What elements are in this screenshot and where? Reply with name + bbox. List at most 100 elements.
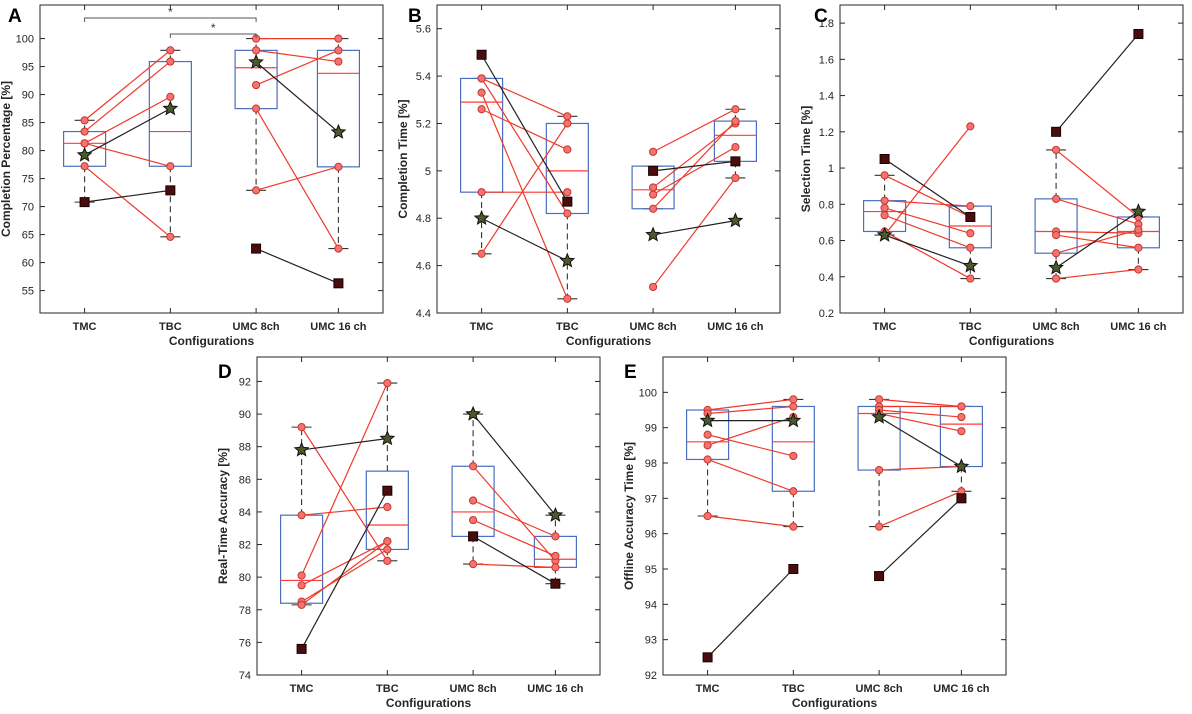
square-marker bbox=[165, 185, 176, 196]
star-marker bbox=[465, 405, 481, 421]
square-marker bbox=[296, 643, 307, 654]
y-axis-label: Real-Time Accuracy [%] bbox=[216, 448, 230, 584]
x-tick-label: TMC bbox=[290, 683, 314, 695]
panel-e-offline-accuracy-time: E 92 93 94 95 96 97 98 99 100 TMC TBC UMC 8ch UMC 16 … bbox=[622, 356, 1007, 710]
y-tick-label: 84 bbox=[239, 507, 251, 519]
subject-point bbox=[563, 188, 572, 197]
star-series-line bbox=[84, 108, 171, 156]
square-marker bbox=[788, 564, 799, 574]
y-tick-label: 1.6 bbox=[819, 54, 834, 66]
subject-point bbox=[966, 274, 975, 283]
y-tick-label: 100 bbox=[639, 387, 657, 399]
star-marker bbox=[162, 100, 179, 116]
y-tick-label: 85 bbox=[22, 118, 34, 130]
subject-point bbox=[703, 511, 712, 521]
y-tick-label: 94 bbox=[645, 599, 657, 611]
subject-point bbox=[648, 147, 658, 156]
y-axis-label: Completion Time [%] bbox=[396, 99, 410, 218]
square-marker bbox=[333, 278, 344, 289]
subject-point bbox=[166, 162, 175, 171]
subject-line bbox=[481, 92, 568, 300]
subject-line bbox=[878, 412, 962, 432]
subject-point bbox=[251, 80, 261, 90]
x-tick-label: TMC bbox=[873, 321, 897, 333]
panel-b-completion-time: B 4.4 4.6 4.8 5 5.2 5.4 5.6 TMC TBC UMC 8ch UMC 16 … bbox=[396, 4, 781, 348]
subject-point bbox=[468, 515, 478, 525]
subject-line bbox=[84, 96, 171, 144]
star-marker bbox=[1048, 259, 1064, 275]
star-marker bbox=[473, 209, 490, 225]
star-series-line bbox=[1055, 211, 1139, 269]
subject-point bbox=[731, 173, 740, 183]
square-marker bbox=[648, 165, 659, 176]
y-tick-label: 5.4 bbox=[416, 71, 431, 83]
star-marker bbox=[248, 53, 264, 69]
square-marker bbox=[476, 49, 487, 60]
square-marker bbox=[382, 485, 393, 496]
subject-point bbox=[251, 46, 261, 55]
subject-point bbox=[880, 171, 889, 180]
subject-point bbox=[874, 465, 884, 475]
subject-line bbox=[652, 146, 736, 196]
subject-point bbox=[297, 511, 306, 520]
subject-point bbox=[874, 522, 884, 531]
subject-point bbox=[966, 243, 975, 252]
y-tick-label: 4.6 bbox=[416, 261, 431, 273]
subject-point bbox=[880, 203, 889, 213]
subject-point bbox=[334, 57, 343, 66]
y-tick-label: 90 bbox=[22, 90, 34, 102]
subject-point bbox=[251, 104, 261, 113]
panel-letter: E bbox=[624, 362, 637, 383]
y-tick-label: 1.8 bbox=[819, 18, 834, 30]
subject-point bbox=[789, 451, 798, 461]
subject-point bbox=[703, 430, 712, 439]
x-axis-label: Configurations bbox=[386, 696, 472, 710]
subject-point bbox=[80, 139, 89, 148]
x-tick-label: TBC bbox=[376, 683, 399, 695]
plot-frame bbox=[839, 4, 1184, 314]
square-series-line bbox=[878, 497, 962, 577]
square-series-line bbox=[481, 54, 568, 202]
subject-point bbox=[334, 34, 343, 43]
y-tick-label: 55 bbox=[22, 286, 34, 298]
x-tick-label: TMC bbox=[470, 321, 494, 333]
y-tick-label: 98 bbox=[645, 458, 657, 470]
subject-line bbox=[652, 120, 736, 210]
y-tick-label: 74 bbox=[239, 670, 251, 682]
subject-point bbox=[477, 188, 486, 197]
significance-bracket bbox=[84, 17, 257, 22]
subject-line bbox=[884, 126, 971, 236]
square-series-line bbox=[84, 189, 171, 203]
subject-point bbox=[551, 532, 560, 541]
plot-frame bbox=[256, 356, 601, 676]
square-marker bbox=[702, 652, 713, 663]
subject-line bbox=[1055, 229, 1139, 254]
y-tick-label: 5.2 bbox=[416, 118, 431, 130]
subject-point bbox=[383, 556, 392, 565]
subject-point bbox=[966, 122, 975, 131]
subject-point bbox=[551, 563, 560, 572]
x-tick-label: UMC 16 ch bbox=[1110, 321, 1167, 333]
square-marker bbox=[730, 156, 741, 167]
y-tick-label: 100 bbox=[16, 34, 34, 46]
subject-line bbox=[884, 214, 971, 249]
subject-point bbox=[334, 244, 343, 253]
subject-point bbox=[477, 88, 486, 97]
subject-point bbox=[563, 112, 572, 121]
subject-line bbox=[301, 506, 388, 516]
panel-c-selection-time: C 0.2 0.4 0.6 0.8 1 1.2 1.4 1.6 1.8 TMC TBC UMC 8ch U… bbox=[799, 4, 1184, 348]
subject-point bbox=[789, 402, 798, 411]
x-tick-label: UMC 8ch bbox=[450, 683, 497, 695]
subject-point bbox=[957, 402, 966, 411]
y-tick-label: 76 bbox=[239, 637, 251, 649]
subject-point bbox=[703, 455, 712, 464]
x-tick-label: UMC 16 ch bbox=[310, 321, 367, 333]
subject-line bbox=[878, 490, 962, 528]
star-marker bbox=[379, 430, 396, 446]
y-tick-label: 1.2 bbox=[819, 127, 834, 139]
square-marker bbox=[1051, 126, 1062, 137]
subject-point bbox=[1134, 225, 1143, 234]
star-marker bbox=[330, 123, 347, 139]
iqr-box bbox=[316, 49, 361, 168]
square-marker bbox=[956, 493, 967, 504]
